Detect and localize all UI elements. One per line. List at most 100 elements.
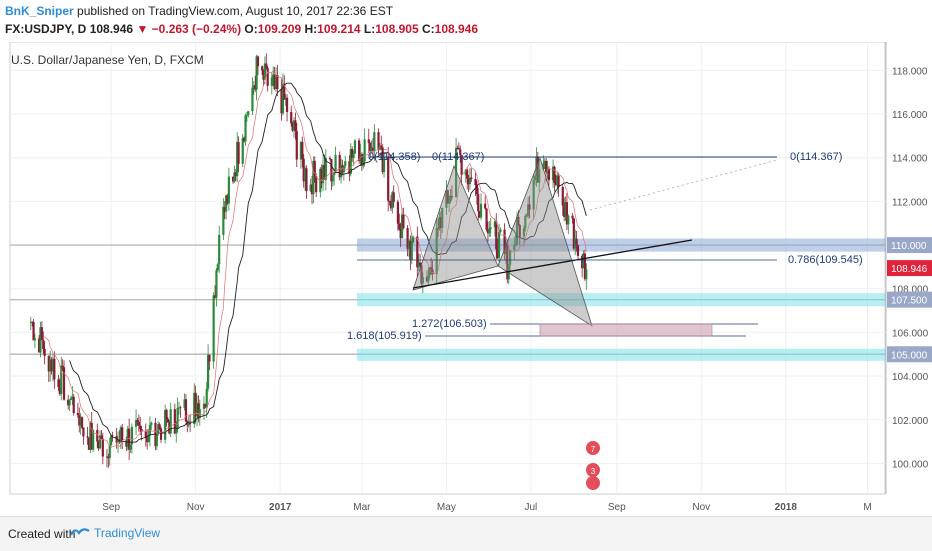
candle-body <box>324 158 327 180</box>
candle-body <box>233 172 236 182</box>
candle-body <box>110 435 113 446</box>
candle-body <box>47 356 50 372</box>
candle-body <box>195 403 199 417</box>
candle-body <box>100 435 103 439</box>
candle-body <box>391 192 394 209</box>
candle-body <box>313 160 316 176</box>
candle-body <box>116 439 120 443</box>
candle-body <box>184 399 188 422</box>
candle-body <box>470 177 473 180</box>
harmonic-pattern-left <box>412 164 499 291</box>
candle-body <box>333 172 336 176</box>
candle-body <box>263 63 267 80</box>
price-badge-label: 108.946 <box>891 264 928 275</box>
x-tick-label: Sep <box>608 502 626 513</box>
candle-body <box>254 85 257 90</box>
chart-area[interactable]: 0(114.358) 0(114.367) 0(114.367) 0.786(109.… <box>0 41 932 516</box>
x-tick-label: Jul <box>524 502 537 513</box>
candle-body <box>281 83 285 114</box>
flag-icon[interactable] <box>586 476 600 490</box>
candle-body <box>319 168 322 193</box>
candle-body <box>495 221 498 250</box>
candle-body <box>154 422 157 447</box>
candle-body <box>504 244 508 254</box>
candle-body <box>392 192 395 202</box>
candle-body <box>291 123 294 131</box>
svg-text:3: 3 <box>591 467 596 476</box>
candle-body <box>370 147 373 152</box>
y-tick-label: 102.000 <box>892 416 929 427</box>
support-resistance-zone <box>357 238 886 252</box>
candle-body <box>216 264 219 271</box>
open-label: O: <box>244 22 258 36</box>
candle-body <box>187 422 190 426</box>
candle-body <box>71 396 74 399</box>
candle-body <box>147 435 150 443</box>
candle-body <box>270 77 273 86</box>
candle-body <box>237 141 240 164</box>
x-tick-label: 2017 <box>269 502 292 513</box>
candle-body <box>274 75 278 90</box>
candle-body <box>155 432 158 447</box>
candle-body <box>290 112 293 124</box>
footer: Created with TradingView <box>0 516 932 551</box>
flag-icon[interactable] <box>586 441 600 455</box>
event-icons[interactable]: 7 3 <box>586 441 600 490</box>
candle-body <box>484 203 487 209</box>
candle-body <box>571 215 574 219</box>
candle-body <box>251 87 254 112</box>
candle-body <box>341 165 344 173</box>
candle-body <box>69 398 73 401</box>
candle-body <box>89 422 92 450</box>
candle-body <box>226 195 229 204</box>
y-tick-label: 116.000 <box>892 110 928 121</box>
candle-body <box>215 270 218 298</box>
candle-body <box>373 132 376 151</box>
last-price: 108.946 <box>89 22 134 36</box>
candle-body <box>42 340 45 349</box>
candle-body <box>420 265 423 284</box>
candle-body <box>285 97 289 113</box>
candle-body <box>101 438 104 457</box>
candle-body <box>400 214 404 239</box>
candle-body <box>479 203 483 218</box>
candle-body <box>398 223 401 230</box>
candle-body <box>177 407 181 409</box>
candle-body <box>565 202 569 225</box>
candle-body <box>128 428 131 450</box>
x-tick-label: Mar <box>353 502 371 513</box>
x-tick-label: Sep <box>102 502 120 513</box>
candle-body <box>380 145 383 148</box>
price-badge <box>887 346 932 363</box>
fib-level-label: 1.618(105.919) <box>347 330 422 342</box>
price-chart[interactable]: 0(114.358) 0(114.367) 0(114.367) 0.786(109.… <box>0 41 932 516</box>
candle-body <box>107 457 110 459</box>
candle-body <box>119 427 122 442</box>
candle-body <box>121 427 124 441</box>
candle-body <box>294 120 297 132</box>
candle-body <box>583 253 587 280</box>
support-resistance-zone <box>357 348 886 361</box>
candle-body <box>208 355 211 362</box>
x-tick-label: Nov <box>187 502 205 513</box>
candle-body <box>150 422 153 425</box>
tradingview-brand[interactable]: TradingView <box>94 526 161 540</box>
candle-body <box>126 428 129 447</box>
candle-body <box>43 348 46 357</box>
candle-body <box>50 359 53 372</box>
candle-body <box>557 175 560 188</box>
symbol-label: FX:USDJPY, D <box>5 22 87 36</box>
candle-body <box>98 435 102 449</box>
price-change: −0.263 (−0.24%) <box>151 22 242 36</box>
candle-body <box>518 224 521 237</box>
candle-body <box>581 255 584 269</box>
candle-body <box>207 355 210 389</box>
candle-body <box>348 161 351 174</box>
candle-body <box>478 211 481 218</box>
candle-body <box>37 338 41 353</box>
candle-body <box>418 262 422 266</box>
candle-body <box>331 175 334 182</box>
flag-icon[interactable] <box>586 463 600 477</box>
price-badge <box>887 260 932 277</box>
author-name[interactable]: BnK_Sniper <box>5 4 74 18</box>
